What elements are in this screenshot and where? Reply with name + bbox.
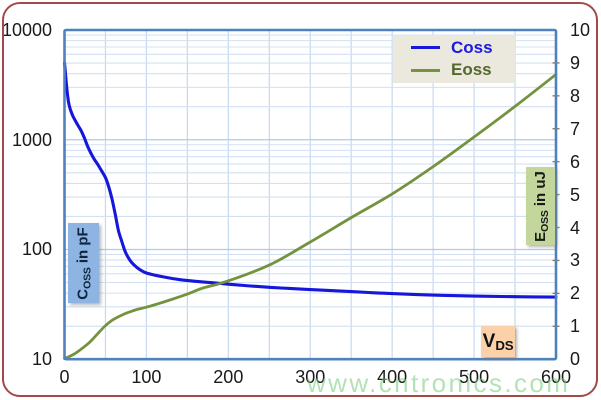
y-left-tick-label: 10000 bbox=[1, 20, 52, 40]
legend-label-coss: Coss bbox=[451, 37, 493, 57]
y-right-tick-label: 1 bbox=[570, 316, 581, 337]
x-axis-title-text: VDS bbox=[482, 330, 514, 353]
legend-item-coss: Coss bbox=[393, 38, 515, 58]
y-right-tick-label: 3 bbox=[570, 250, 581, 271]
y-right-tick-label: 5 bbox=[570, 184, 581, 205]
y-right-tick-label: 2 bbox=[570, 283, 581, 304]
y-right-tick-label: 4 bbox=[570, 217, 581, 238]
y-right-tick-label: 6 bbox=[570, 151, 581, 172]
legend: Coss Eoss bbox=[393, 35, 515, 83]
y-right-tick-label: 8 bbox=[570, 85, 581, 106]
coss-line-swatch bbox=[411, 46, 440, 50]
y-left-tick-label: 10 bbox=[31, 349, 52, 370]
watermark: www.cntronics.com bbox=[307, 368, 571, 398]
y-left-tick-label: 100 bbox=[21, 239, 52, 260]
x-tick-label: 100 bbox=[131, 367, 162, 387]
y-left-tick-label: 1000 bbox=[11, 129, 52, 150]
right-axis-title: EOSS in uJ bbox=[526, 167, 555, 245]
left-axis-title: COSS in pF bbox=[68, 223, 99, 303]
y-right-tick-label: 10 bbox=[570, 20, 591, 40]
left-axis-title-text: COSS in pF bbox=[75, 226, 94, 300]
x-tick-label: 300 bbox=[295, 367, 326, 387]
x-tick-label: 600 bbox=[540, 367, 572, 387]
y-right-tick-label: 9 bbox=[570, 52, 581, 73]
y-right-tick-label: 7 bbox=[570, 118, 581, 139]
x-tick-label: 400 bbox=[377, 367, 408, 387]
curve-coss bbox=[62, 61, 558, 299]
eoss-line-swatch bbox=[411, 68, 440, 72]
right-axis-title-text: EOSS in uJ bbox=[532, 170, 551, 242]
x-tick-label: 0 bbox=[59, 367, 70, 387]
legend-label-eoss: Eoss bbox=[451, 60, 492, 80]
y-right-tick-label: 0 bbox=[570, 349, 581, 370]
x-tick-label: 200 bbox=[213, 367, 244, 387]
legend-item-eoss: Eoss bbox=[393, 60, 515, 80]
curve-eoss bbox=[63, 73, 558, 360]
x-tick-label: 500 bbox=[459, 367, 490, 387]
x-axis-title: VDS bbox=[481, 326, 515, 357]
